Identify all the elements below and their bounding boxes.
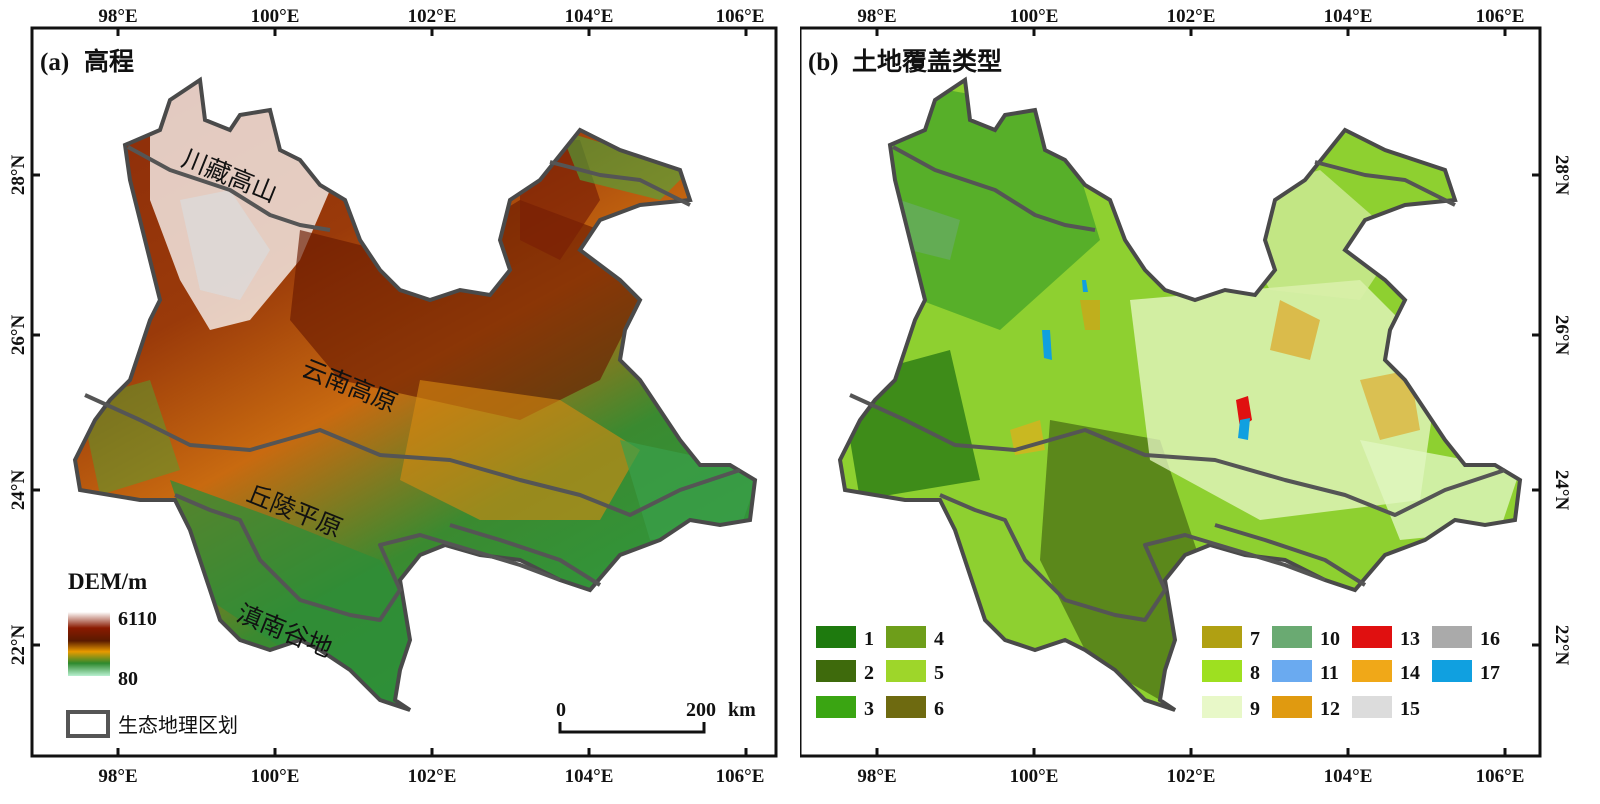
lon-label-bottom: 106°E: [1476, 766, 1525, 787]
lon-label-top: 106°E: [716, 6, 765, 27]
boundary-legend-swatch: [66, 710, 110, 738]
boundary-legend-label: 生态地理区划: [118, 713, 238, 737]
lon-label-bottom: 98°E: [857, 766, 896, 787]
landcover-label-6: 6: [934, 698, 944, 720]
landcover-label-15: 15: [1400, 698, 1420, 720]
dem-colorbar: [68, 612, 110, 676]
lon-label-top: 104°E: [1324, 6, 1373, 27]
landcover-swatch-10: [1272, 626, 1312, 648]
lat-label: 22°N: [8, 625, 29, 666]
landcover-label-16: 16: [1480, 628, 1500, 650]
lon-label-top: 102°E: [408, 6, 457, 27]
lon-label-top: 102°E: [1167, 6, 1216, 27]
lon-label-top: 98°E: [857, 6, 896, 27]
elevation-panel: 川藏高山 云南高原 丘陵平原 滇南谷地 (a) 高程 DEM/m 6110 80…: [0, 0, 800, 800]
lat-label: 26°N: [1551, 315, 1572, 356]
lon-label-top: 104°E: [565, 6, 614, 27]
landcover-swatch-13: [1352, 626, 1392, 648]
axis-ticks: [32, 28, 748, 756]
axis-ticks: [875, 28, 1540, 756]
lon-label-top: 106°E: [1476, 6, 1525, 27]
landcover-swatch-5: [886, 660, 926, 682]
landcover-swatch-4: [886, 626, 926, 648]
landcover-label-5: 5: [934, 662, 944, 684]
landcover-swatch-15: [1352, 696, 1392, 718]
lon-label-bottom: 102°E: [408, 766, 457, 787]
landcover-label-14: 14: [1400, 662, 1420, 684]
lon-label-bottom: 104°E: [565, 766, 614, 787]
landcover-swatch-8: [1202, 660, 1242, 682]
eco-region-boundaries: [84, 145, 741, 622]
landcover-swatch-17: [1432, 660, 1472, 682]
lat-label: 28°N: [1551, 155, 1572, 196]
landcover-label-10: 10: [1320, 628, 1340, 650]
landcover-label-12: 12: [1320, 698, 1340, 720]
eco-region-boundaries: [849, 145, 1506, 622]
scale-bar-end: 200: [686, 699, 716, 721]
landcover-label-1: 1: [864, 628, 874, 650]
landcover-swatch-1: [816, 626, 856, 648]
lat-label: 22°N: [1551, 625, 1572, 666]
landcover-panel: (b) 土地覆盖类型 1 2 3 4 5 6 7 8 9 10 11 12 13 14 15 16 17 98°…: [798, 0, 1600, 800]
landcover-swatch-7: [1202, 626, 1242, 648]
panel-b-title: 土地覆盖类型: [852, 47, 1002, 76]
lon-label-top: 98°E: [98, 6, 137, 27]
lat-label: 28°N: [8, 155, 29, 196]
lat-label: 26°N: [8, 315, 29, 356]
landcover-label-11: 11: [1320, 662, 1339, 684]
lon-label-bottom: 100°E: [251, 766, 300, 787]
scale-bar-start: 0: [556, 699, 566, 721]
lon-label-bottom: 102°E: [1167, 766, 1216, 787]
landcover-label-2: 2: [864, 662, 874, 684]
dem-legend-max: 6110: [118, 608, 157, 630]
landcover-swatch-16: [1432, 626, 1472, 648]
landcover-swatch-3: [816, 696, 856, 718]
dem-legend-min: 80: [118, 668, 138, 690]
lat-label: 24°N: [1551, 470, 1572, 511]
landcover-label-13: 13: [1400, 628, 1420, 650]
landcover-swatch-14: [1352, 660, 1392, 682]
panel-a-prefix: (a): [40, 49, 69, 76]
landcover-swatch-2: [816, 660, 856, 682]
landcover-swatch-11: [1272, 660, 1312, 682]
landcover-swatch-12: [1272, 696, 1312, 718]
dem-legend-title: DEM/m: [68, 569, 147, 594]
landcover-label-8: 8: [1250, 662, 1260, 684]
scale-bar-unit: km: [728, 699, 756, 721]
lat-label: 24°N: [8, 470, 29, 511]
lon-label-bottom: 104°E: [1324, 766, 1373, 787]
landcover-label-3: 3: [864, 698, 874, 720]
elevation-map: 川藏高山 云南高原 丘陵平原 滇南谷地 (a) 高程 DEM/m 6110 80…: [8, 6, 778, 787]
lon-label-top: 100°E: [1010, 6, 1059, 27]
landcover-label-7: 7: [1250, 628, 1260, 650]
lon-label-bottom: 106°E: [716, 766, 765, 787]
panel-b-prefix: (b): [808, 49, 839, 76]
lon-label-bottom: 100°E: [1010, 766, 1059, 787]
landcover-swatch-6: [886, 696, 926, 718]
landcover-label-4: 4: [934, 628, 944, 650]
lon-label-bottom: 98°E: [98, 766, 137, 787]
landcover-label-9: 9: [1250, 698, 1260, 720]
panel-a-title: 高程: [84, 47, 134, 76]
landcover-label-17: 17: [1480, 662, 1500, 684]
landcover-swatch-9: [1202, 696, 1242, 718]
scale-bar: 0 200 km: [556, 699, 756, 734]
lon-label-top: 100°E: [251, 6, 300, 27]
